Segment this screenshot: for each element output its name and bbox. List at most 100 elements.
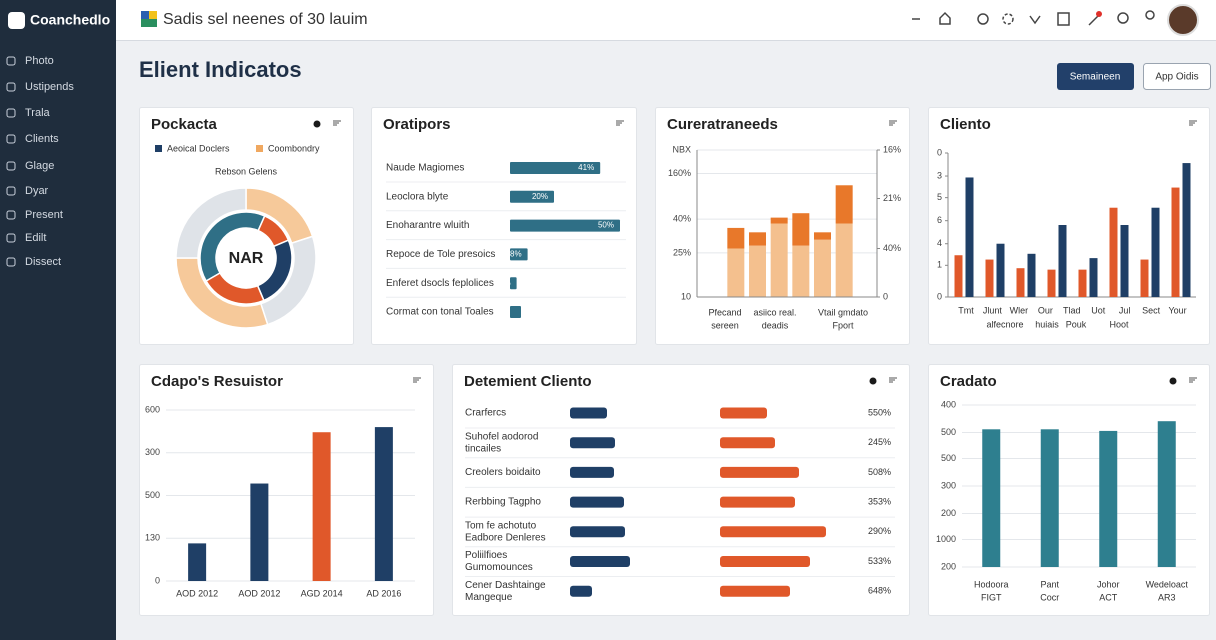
y-tick-label: 4	[937, 238, 942, 248]
x-tick-label: Cocr	[1040, 592, 1059, 602]
y-tick-label: 40%	[883, 243, 901, 253]
icon-search[interactable]	[1117, 12, 1129, 24]
row-label: Naude Magiomes	[386, 163, 464, 174]
bar	[1058, 225, 1067, 297]
bar-segment	[749, 245, 766, 297]
bar-segment	[770, 217, 788, 224]
bar-segment	[835, 185, 853, 224]
menu-item[interactable]: Dissect	[25, 256, 61, 268]
status-dot	[1169, 377, 1177, 385]
bar	[996, 243, 1005, 297]
menu-item[interactable]: Edilt	[25, 232, 46, 244]
menu-item[interactable]: Glage	[25, 160, 54, 172]
bar	[720, 585, 790, 597]
bar	[1016, 268, 1025, 297]
bar	[965, 177, 974, 297]
icon-pen[interactable]	[1088, 14, 1100, 26]
y-tick-label: 160%	[668, 168, 691, 178]
y-tick-label: 40%	[673, 213, 691, 223]
bar-segment	[792, 245, 810, 297]
status-dot	[869, 377, 877, 385]
x-tick-label: Our	[1038, 305, 1053, 315]
row-label: Cormat con tonal Toales	[386, 307, 494, 318]
row-label: Mangeque	[465, 592, 513, 603]
bar	[570, 585, 592, 597]
x-tick-label: Tlad	[1063, 305, 1081, 315]
bar	[1089, 258, 1098, 297]
y-tick-label: 3	[937, 170, 942, 180]
menu-item[interactable]: Present	[25, 209, 63, 221]
row-label: Tom fe achotuto	[465, 520, 537, 531]
x-tick-label: Pfecand	[708, 307, 741, 317]
donut-hole	[217, 229, 275, 287]
menu-icon	[6, 257, 16, 267]
bar	[1120, 225, 1129, 297]
bar-segment	[727, 248, 745, 297]
menu-icon	[6, 233, 16, 243]
row-label: Poliilfioes	[465, 550, 507, 561]
legend-label: Coombondry	[268, 143, 320, 153]
y-tick-label: 6	[937, 215, 942, 225]
bar	[1157, 421, 1176, 567]
menu-item[interactable]: Ustipends	[25, 81, 74, 93]
row-value: 550%	[868, 407, 891, 417]
legend-label: Aeoical Doclers	[167, 143, 230, 153]
bar	[570, 437, 615, 449]
app-icon	[149, 11, 157, 19]
y-tick-label: 400	[941, 399, 956, 409]
row-label: Gumomounces	[465, 562, 533, 573]
y-tick-label: 0	[937, 291, 942, 301]
row-label: Rerbbing Tagpho	[465, 497, 541, 508]
bar-segment	[770, 223, 788, 297]
x-tick-label: Fport	[832, 320, 854, 330]
menu-icon	[6, 186, 16, 196]
y-tick-label: 130	[145, 533, 160, 543]
x-tick-label: Jul	[1119, 305, 1131, 315]
y-tick-label: 600	[145, 404, 160, 414]
bar	[312, 432, 331, 581]
primary-button[interactable]	[1057, 63, 1134, 90]
icon-settings[interactable]	[1002, 13, 1014, 25]
bar	[188, 543, 207, 581]
x-tick-label: Tmt	[958, 305, 974, 315]
logo-icon	[8, 12, 25, 29]
x-tick-label: Vtail gmdato	[818, 307, 868, 317]
bar	[1151, 207, 1160, 297]
row-label: Enoharantre wluith	[386, 220, 469, 231]
bar	[1109, 207, 1118, 297]
icon-doc[interactable]	[1057, 12, 1070, 26]
bar	[570, 466, 614, 478]
icon-user[interactable]	[1145, 10, 1155, 20]
sidebar	[0, 0, 116, 640]
y-tick-label: 0	[883, 291, 888, 301]
bar	[510, 219, 620, 232]
menu-icon	[6, 56, 16, 66]
legend-swatch	[256, 145, 263, 152]
bar	[374, 427, 393, 581]
avatar[interactable]	[1167, 4, 1199, 36]
menu-item[interactable]: Photo	[25, 55, 54, 67]
y-tick-label: 21%	[883, 193, 901, 203]
secondary-button[interactable]	[1143, 63, 1211, 90]
menu-item[interactable]: Dyar	[25, 185, 49, 197]
card-title: Cliento	[940, 116, 991, 133]
primary-button-label[interactable]: Semaineen	[1070, 72, 1121, 83]
bar	[510, 190, 554, 203]
icon-clock[interactable]	[977, 13, 989, 25]
menu-item[interactable]: Trala	[25, 107, 51, 119]
bar	[1027, 253, 1036, 297]
app-icon	[141, 19, 157, 27]
x-tick-label: Johor	[1097, 579, 1120, 589]
icon-heart[interactable]	[1029, 15, 1041, 25]
x-tick-label: ACT	[1099, 592, 1118, 602]
menu-item[interactable]: Clients	[25, 133, 59, 145]
card-title: Pockacta	[151, 116, 218, 133]
secondary-button-label[interactable]: App Oidis	[1155, 72, 1198, 83]
y-tick-label: 300	[941, 480, 956, 490]
row-value: 353%	[868, 496, 891, 506]
bar	[720, 526, 826, 538]
y-tick-label: 0	[155, 575, 160, 585]
bar	[720, 407, 767, 419]
icon-home[interactable]	[939, 11, 951, 25]
